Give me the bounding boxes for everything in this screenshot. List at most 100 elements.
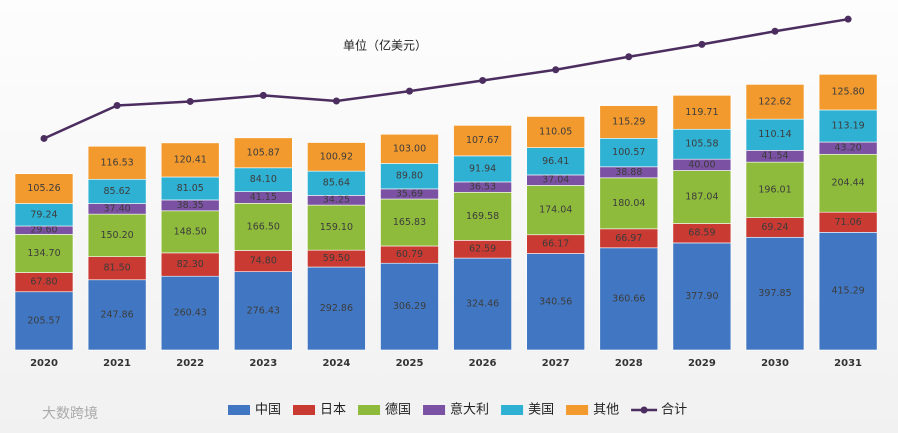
data-label: 38.35 [177, 200, 204, 211]
total-point [259, 91, 267, 99]
bar-segment [745, 236, 805, 351]
bar-segment [234, 137, 293, 169]
legend-label: 日本 [320, 403, 346, 418]
data-label: 60.79 [396, 249, 423, 260]
data-label: 81.50 [103, 263, 130, 274]
data-label: 89.80 [396, 171, 423, 182]
bar-segment [818, 109, 878, 143]
legend-swatch [566, 405, 589, 415]
data-label: 103.00 [393, 143, 426, 154]
total-point [479, 76, 487, 84]
bar-segment [87, 145, 147, 180]
bar-segment [307, 204, 366, 251]
data-label: 68.59 [688, 228, 715, 239]
data-label: 43.20 [834, 143, 861, 154]
data-label: 38.88 [615, 167, 642, 178]
x-tick-label: 2026 [469, 358, 497, 369]
bar-segment [526, 147, 586, 176]
total-point [625, 53, 633, 61]
bar-segment [745, 84, 805, 120]
data-label: 37.04 [542, 175, 569, 186]
data-label: 292.86 [320, 303, 353, 314]
data-label: 324.46 [466, 299, 499, 310]
bar-segment [599, 138, 659, 168]
data-label: 34.25 [323, 195, 350, 206]
data-label: 66.97 [615, 233, 642, 244]
data-label: 247.86 [100, 309, 133, 320]
data-label: 82.30 [177, 259, 204, 270]
data-label: 96.41 [542, 156, 569, 167]
data-label: 180.04 [612, 198, 645, 209]
data-label: 377.90 [685, 291, 718, 302]
bar-segment [672, 128, 732, 160]
data-label: 134.70 [27, 248, 60, 259]
total-point [332, 97, 340, 105]
bar-segment [380, 262, 439, 351]
x-tick-label: 2029 [688, 358, 716, 369]
data-label: 169.58 [466, 211, 499, 222]
data-label: 119.71 [685, 107, 718, 118]
data-label: 100.92 [320, 151, 353, 162]
bar-segment [380, 133, 439, 164]
bar-segment [599, 177, 659, 230]
bar-segment [745, 118, 805, 151]
data-label: 165.83 [393, 217, 426, 228]
data-label: 260.43 [174, 308, 207, 319]
data-label: 69.24 [761, 222, 788, 233]
bar-segment [818, 153, 878, 213]
legend-dot [640, 406, 648, 414]
x-tick-label: 2028 [615, 358, 643, 369]
x-tick-label: 2031 [834, 358, 862, 369]
bar-segment [234, 271, 293, 351]
data-label: 100.57 [612, 147, 645, 158]
legend-label: 意大利 [450, 402, 489, 418]
data-label: 81.05 [177, 183, 204, 194]
bar-segment [307, 170, 366, 196]
bar-segment [526, 116, 586, 148]
data-label: 148.50 [174, 226, 207, 237]
data-label: 105.58 [685, 139, 718, 150]
x-tick-label: 2023 [249, 358, 277, 369]
data-label: 85.62 [103, 186, 130, 197]
legend-swatch [423, 405, 446, 415]
bar-segment [599, 247, 659, 351]
data-label: 120.41 [174, 154, 207, 165]
data-label: 196.01 [758, 184, 791, 195]
data-label: 360.66 [612, 293, 645, 304]
total-point [552, 66, 560, 74]
data-label: 67.80 [30, 277, 57, 288]
bar-segment [307, 266, 366, 351]
bar-segment [453, 257, 512, 351]
data-label: 35.69 [396, 188, 423, 199]
x-tick-label: 2027 [542, 358, 570, 369]
data-label: 204.44 [831, 178, 864, 189]
x-tick-label: 2020 [30, 358, 58, 369]
data-label: 71.06 [834, 217, 861, 228]
bar-segment [14, 173, 74, 204]
legend-swatch [501, 405, 524, 415]
data-label: 340.56 [539, 296, 572, 307]
bar-segment [307, 142, 366, 172]
bar-segment [160, 142, 220, 178]
bar-segment [380, 198, 439, 247]
legend-swatch [293, 405, 316, 415]
data-label: 110.05 [539, 127, 572, 138]
bar-segment [87, 213, 147, 257]
total-point [186, 97, 194, 105]
data-label: 150.20 [100, 230, 133, 241]
data-label: 105.87 [247, 147, 280, 158]
data-label: 105.26 [27, 183, 60, 194]
data-label: 113.19 [831, 121, 864, 132]
data-label: 116.53 [100, 157, 133, 168]
bar-segment [672, 95, 732, 130]
bar-segment [453, 125, 512, 157]
total-point [698, 40, 706, 48]
bar-segment [818, 74, 878, 111]
data-label: 59.50 [323, 253, 350, 264]
data-label: 79.24 [30, 209, 57, 220]
data-label: 397.85 [758, 288, 791, 299]
total-point [406, 87, 413, 95]
data-label: 85.64 [323, 178, 350, 189]
